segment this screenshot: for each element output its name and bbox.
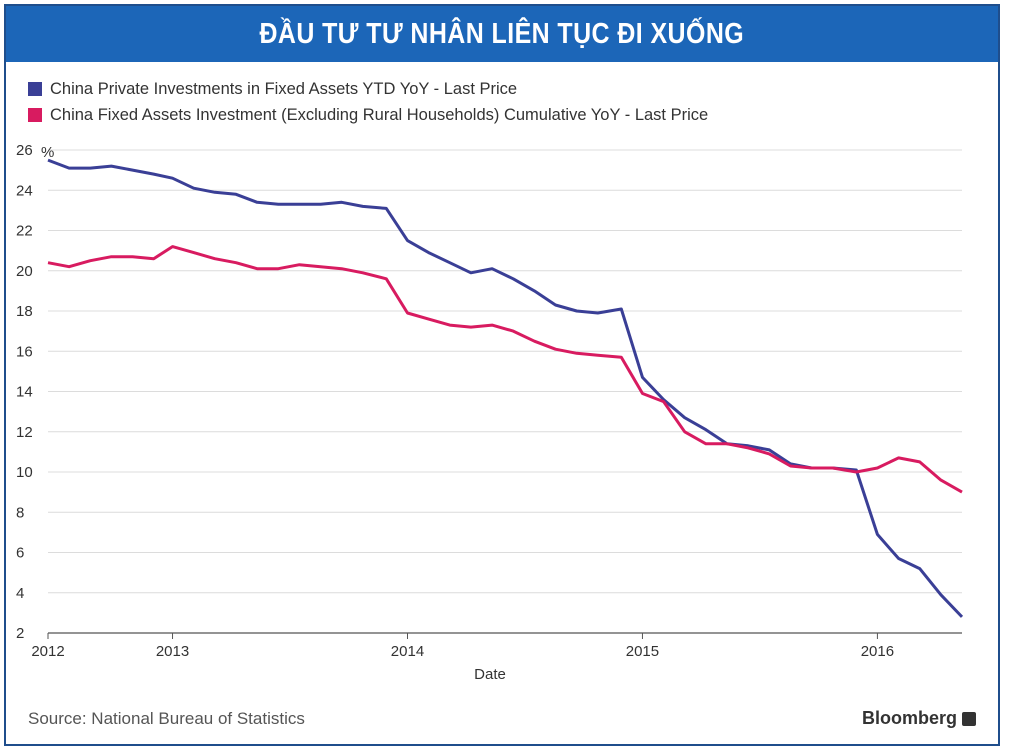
brand-logo: Bloomberg — [862, 708, 976, 729]
legend-item-fixed: China Fixed Assets Investment (Excluding… — [28, 102, 708, 128]
legend-label-fixed: China Fixed Assets Investment (Excluding… — [50, 105, 709, 124]
y-tick-label: 4 — [16, 585, 24, 602]
series-line-private — [47, 158, 964, 618]
x-axis-ticks: 2012 2013 2014 2015 2016 — [31, 633, 894, 660]
y-tick-label: 24 — [16, 182, 33, 199]
legend: China Private Investments in Fixed Asset… — [28, 76, 708, 128]
x-tick-label: 2012 — [31, 643, 64, 660]
y-tick-label: 14 — [16, 384, 33, 401]
x-tick-label: 2016 — [861, 643, 894, 660]
bloomberg-terminal-icon — [962, 711, 976, 726]
gridlines — [48, 149, 962, 634]
y-tick-label: 10 — [16, 464, 33, 481]
x-tick-label: 2015 — [626, 643, 659, 660]
y-tick-label: 26 — [16, 142, 33, 159]
x-tick-label: 2013 — [156, 643, 189, 660]
y-tick-label: 12 — [16, 424, 33, 441]
y-tick-label: 6 — [16, 545, 24, 562]
y-tick-label: 2 — [16, 625, 24, 642]
legend-swatch-private — [28, 82, 42, 96]
y-tick-label: 18 — [16, 303, 33, 320]
source-note: Source: National Bureau of Statistics — [28, 709, 305, 728]
title-bar: ĐẦU TƯ TƯ NHÂN LIÊN TỤC ĐI XUỐNG — [6, 6, 998, 62]
y-axis-unit: % — [41, 144, 54, 161]
y-tick-label: 22 — [16, 223, 33, 240]
y-tick-label: 20 — [16, 263, 33, 280]
legend-swatch-fixed — [28, 108, 42, 122]
chart-frame: ĐẦU TƯ TƯ NHÂN LIÊN TỤC ĐI XUỐNG China P… — [4, 4, 1000, 746]
legend-item-private: China Private Investments in Fixed Asset… — [28, 76, 708, 102]
x-axis-label: Date — [474, 666, 506, 683]
legend-label-private: China Private Investments in Fixed Asset… — [50, 79, 518, 98]
series-lines — [47, 158, 964, 618]
y-tick-label: 16 — [16, 343, 33, 360]
chart-title: ĐẦU TƯ TƯ NHÂN LIÊN TỤC ĐI XUỐNG — [259, 17, 745, 50]
brand-name: Bloomberg — [861, 708, 957, 728]
x-tick-label: 2014 — [391, 643, 424, 660]
y-tick-label: 8 — [16, 504, 24, 521]
series-line-fixed — [47, 245, 963, 494]
